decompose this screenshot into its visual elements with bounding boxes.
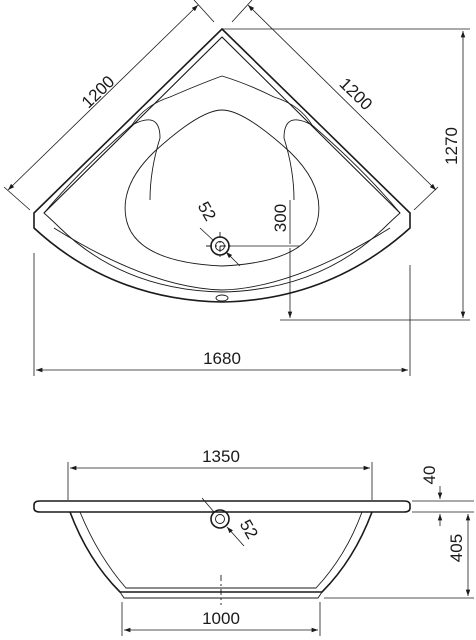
dim-label-drain-side: 52 — [236, 516, 262, 542]
dim-line-left-side — [7, 4, 199, 191]
left-backrest — [131, 75, 313, 126]
tub-outer-outline — [33, 27, 411, 303]
tub-rim-contour — [43, 36, 401, 214]
left-seat-curve — [43, 119, 161, 214]
dim-label-height: 405 — [447, 534, 466, 562]
top-view: 1200 1200 1270 1680 300 52 — [3, 0, 470, 376]
dim-label-depth: 1270 — [442, 127, 461, 165]
dim-label-rim: 40 — [420, 466, 439, 485]
side-rim — [33, 500, 411, 513]
side-body-inner — [79, 511, 363, 589]
dim-line-drain-top-b — [225, 251, 241, 267]
dim-label-right-side: 1200 — [336, 74, 376, 114]
dim-line-drain-side-b — [226, 526, 245, 547]
ext-line-apex-left — [193, 0, 215, 23]
side-view: 1350 1000 40 405 52 — [33, 447, 474, 636]
overflow-icon — [215, 294, 229, 302]
dim-label-drain-offset: 300 — [271, 204, 290, 232]
right-seat-curve — [283, 119, 401, 214]
tub-inner-rim — [43, 36, 401, 293]
ext-line-left-side — [3, 186, 31, 211]
dim-label-width: 1680 — [203, 349, 241, 368]
dim-label-top-width: 1350 — [202, 447, 240, 466]
front-lip — [53, 227, 391, 291]
dim-line-right-side — [247, 4, 437, 191]
dim-label-bottom-width: 1000 — [202, 609, 240, 628]
ext-line-right-side — [413, 186, 439, 211]
dim-label-left-side: 1200 — [78, 72, 118, 112]
dim-label-drain-top: 52 — [194, 198, 220, 224]
dim-line-drain-side-a — [201, 497, 215, 513]
ext-line-apex-right — [231, 0, 253, 23]
dim-line-drain-top-a — [199, 227, 215, 242]
side-drain-icon — [210, 509, 230, 529]
